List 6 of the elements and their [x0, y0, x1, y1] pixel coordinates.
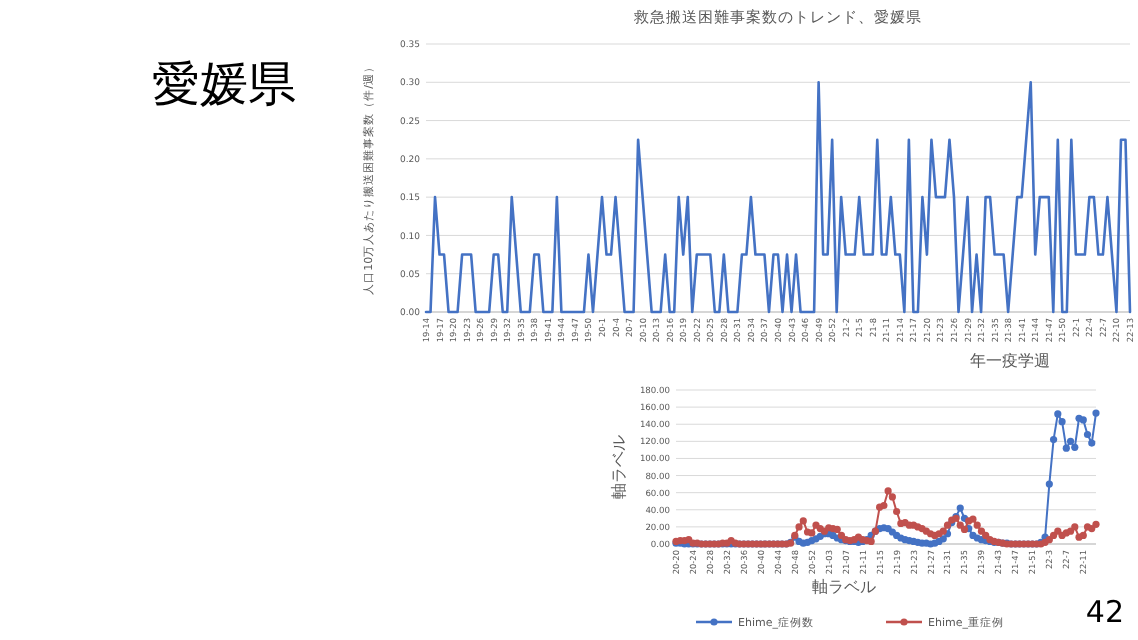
text: 42: [1085, 594, 1124, 630]
y-axis-title: 軸ラベル: [610, 435, 628, 499]
line-series: [424, 80, 1132, 314]
text: 愛媛県: [152, 56, 296, 112]
x-axis-title: 年一疫学週: [970, 352, 1050, 370]
x-axis-title: 軸ラベル: [812, 578, 876, 596]
